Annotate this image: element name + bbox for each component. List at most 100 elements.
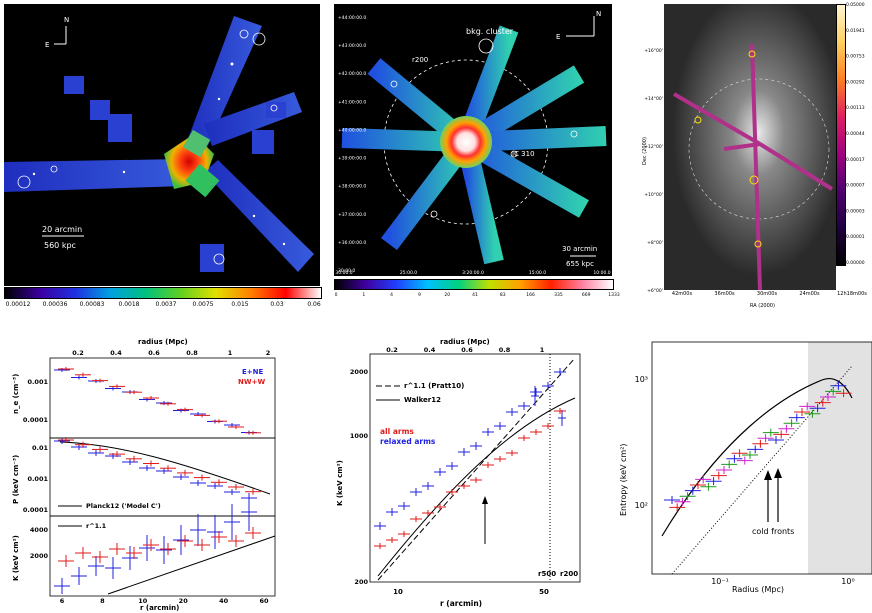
dec-label: Dec (2000) [642, 137, 648, 165]
colorbar-tick: 0.00012 [6, 301, 31, 308]
panel-3-dec-axis: Dec (2000) [642, 137, 648, 165]
panel-3-axes: 42m00s 36m00s 30m00s 24m00s 12h18m00s RA (20… [672, 291, 867, 309]
dec-tick: +44:00:00.0 [338, 15, 366, 21]
colorbar-tick: 0.0075 [193, 301, 214, 308]
ra-tick: 24m00s [799, 291, 820, 297]
dec-tick: +14°00' [644, 96, 663, 102]
x-tick: 10 [138, 597, 148, 605]
top-tick: 0.8 [186, 349, 198, 357]
panel-4-profiles: radius (Mpc) 0.2 0.4 0.6 0.8 1 2 n_e (cm⁻³) P… [12, 338, 276, 612]
panel-2-colorbar-ticks: 0 1 4 9 20 41 83 166 335 669 1333 [335, 292, 620, 298]
dec-tick: +36:00:00.0 [338, 240, 366, 246]
dec-tick: 30:00.0 [338, 268, 355, 274]
colorbar-tick: 0.00753 [846, 54, 865, 60]
dec-tick: +40:00:00.0 [338, 127, 366, 133]
ra-tick: 10:00.0 [593, 270, 610, 276]
colorbar-tick: 0.03 [270, 301, 284, 308]
p-tick: 0.001 [27, 475, 48, 483]
colorbar-tick: 0 [335, 292, 338, 298]
colorbar-tick: 0.00001 [846, 234, 865, 240]
y-tick: 1000 [350, 432, 369, 440]
y-tick: 2000 [350, 368, 369, 376]
legend-pratt: r^1.1 (Pratt10) [404, 382, 464, 390]
ic310-label: IC 310 [512, 150, 535, 158]
planck-model-curve [59, 441, 271, 495]
bkg-cluster-label: bkg. cluster [466, 27, 514, 36]
r11-curve [107, 535, 276, 595]
y-tick: 10² [635, 501, 648, 510]
r200-label-p5: r200 [560, 570, 578, 578]
colorbar-tick: 335 [554, 292, 563, 298]
p4-top-axis-label: radius (Mpc) [138, 338, 188, 346]
p5-xlabel: r (arcmin) [440, 599, 482, 608]
colorbar-tick: 0.0018 [119, 301, 140, 308]
top-tick: 0.2 [72, 349, 84, 357]
panel-3-optical [664, 4, 836, 291]
self-similar-line [671, 365, 853, 575]
p4-ne-ylabel: n_e (cm⁻³) [12, 374, 20, 414]
top-tick: 1 [540, 346, 545, 354]
dec-tick: +10°00' [644, 192, 663, 198]
dec-tick: +37:00:00.0 [338, 212, 366, 218]
colorbar-tick: 20 [444, 292, 450, 298]
top-tick: 0.6 [461, 346, 473, 354]
panel-1-colorbar-ticks: 0.00012 0.00036 0.00083 0.0018 0.0037 0.0075 0… [6, 301, 321, 308]
x-tick: 8 [100, 597, 105, 605]
colorbar-tick: 669 [582, 292, 591, 298]
k-tick: 4000 [30, 526, 49, 534]
colorbar-tick: 0.05000 [846, 2, 865, 8]
panel-1-colorbar [4, 287, 322, 299]
ne-tick: 0.001 [27, 378, 48, 386]
scalebar-arcmin: 20 arcmin [42, 225, 82, 234]
colorbar-tick: 1333 [608, 292, 620, 298]
top-tick: 0.8 [499, 346, 511, 354]
p4-xlabel: r (arcmin) [140, 604, 179, 612]
x-tick: 50 [539, 588, 549, 596]
dec-tick: +42:00:00.0 [338, 71, 366, 77]
shaded-region [808, 342, 872, 574]
legend-ene: E+NE [242, 368, 264, 376]
x-tick: 10 [393, 588, 403, 596]
colorbar-tick: 9 [418, 292, 421, 298]
top-tick: 0.6 [148, 349, 160, 357]
ne-tick: 0.0001 [23, 416, 49, 424]
scalebar-kpc: 560 kpc [44, 241, 76, 250]
label-all-arms: all arms [380, 427, 414, 436]
top-tick: 0.4 [110, 349, 122, 357]
panel-6-entropy-radius: Entropy (keV cm²) 10³ 10² cold fronts 10⁻… [619, 341, 872, 594]
x-tick: 60 [259, 597, 269, 605]
mosaic-image: N E 20 arcmin 560 kpc [4, 16, 314, 272]
ra-tick: 25:00.0 [400, 270, 417, 276]
walker-curve [377, 397, 576, 577]
dec-tick: +43:00:00.0 [338, 43, 366, 49]
colorbar-tick: 0.01941 [846, 28, 865, 34]
y-tick: 200 [354, 578, 368, 586]
colorbar-tick: 0.00000 [846, 260, 865, 266]
colorbar-tick: 0.00113 [846, 105, 865, 111]
dec-tick: +41:00:00.0 [338, 99, 366, 105]
panel-5-entropy: radius (Mpc) 0.2 0.4 0.6 0.8 1 K (keV cm²) 2… [336, 338, 581, 608]
dec-tick: +12°00' [644, 144, 663, 150]
p-tick: 0.01 [32, 444, 49, 452]
colorbar-tick: 83 [500, 292, 506, 298]
top-tick: 0.4 [424, 346, 436, 354]
colorbar-tick: 0.00003 [846, 208, 865, 214]
x-tick: 6 [60, 597, 65, 605]
colorbar-tick: 166 [526, 292, 535, 298]
ra-tick: 42m00s [672, 291, 693, 297]
p5-top-axis-label: radius (Mpc) [440, 338, 490, 346]
p6-xlabel: Radius (Mpc) [732, 585, 784, 594]
cold-fronts-label: cold fronts [752, 527, 794, 536]
panel-1-xray-mosaic: N E 20 arcmin 560 kpc [4, 4, 320, 286]
p6-ylabel: Entropy (keV cm²) [619, 443, 628, 516]
legend-r11: r^1.1 [86, 522, 107, 530]
colorbar-tick: 0.00017 [846, 157, 865, 163]
top-tick: 1 [228, 349, 233, 357]
dec-tick: +38:00:00.0 [338, 184, 366, 190]
x-tick: 10⁻¹ [711, 577, 729, 586]
legend-walker: Walker12 [404, 396, 441, 404]
dec-tick: +8°00' [647, 240, 663, 246]
ra-tick: 3:20:00.0 [462, 270, 484, 276]
ra-tick: 15:00.0 [529, 270, 546, 276]
colorbar-tick: 0.00083 [80, 301, 105, 308]
